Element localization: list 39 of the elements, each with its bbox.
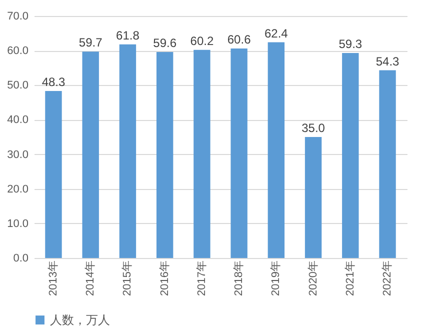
y-tick-label: 70.0 xyxy=(7,10,28,22)
bar xyxy=(45,91,62,258)
bar xyxy=(82,52,99,258)
data-label: 59.3 xyxy=(338,36,362,51)
data-label: 60.2 xyxy=(190,34,214,48)
data-label: 60.6 xyxy=(227,32,252,46)
x-tick-label: 2022年 xyxy=(382,260,394,296)
y-tick-label: 0.0 xyxy=(13,252,28,264)
y-tick-label: 10.0 xyxy=(7,218,28,230)
y-tick-label: 50.0 xyxy=(7,80,28,92)
x-tick-label: 2016年 xyxy=(158,260,171,296)
y-tick-label: 40.0 xyxy=(7,114,28,126)
bar xyxy=(156,52,174,258)
x-tick-label: 2014年 xyxy=(84,260,97,296)
data-label: 62.4 xyxy=(264,26,288,40)
x-tick-label: 2020年 xyxy=(307,260,320,296)
x-tick-label: 2018年 xyxy=(233,260,246,296)
x-tick-label: 2013年 xyxy=(47,260,60,296)
bar xyxy=(230,48,248,258)
y-tick-label: 20.0 xyxy=(7,183,28,196)
data-label: 35.0 xyxy=(302,121,326,135)
bar xyxy=(268,42,285,258)
y-tick-label: 30.0 xyxy=(7,148,28,161)
data-label: 61.8 xyxy=(116,28,140,42)
bar xyxy=(342,52,359,258)
bar xyxy=(119,44,136,258)
bar xyxy=(194,50,210,258)
y-tick-label: 60.0 xyxy=(7,45,28,58)
bar xyxy=(379,70,396,258)
data-label: 59.7 xyxy=(78,36,103,50)
x-tick-label: 2017年 xyxy=(196,260,208,296)
x-tick-label: 2019年 xyxy=(270,260,282,296)
data-label: 59.6 xyxy=(153,36,177,50)
x-tick-label: 2021年 xyxy=(344,260,356,296)
data-label: 48.3 xyxy=(42,75,66,90)
legend-label: 人数，万人 xyxy=(50,313,110,327)
x-tick-label: 2015年 xyxy=(122,260,134,296)
bar xyxy=(304,137,322,258)
data-label: 54.3 xyxy=(376,54,400,68)
